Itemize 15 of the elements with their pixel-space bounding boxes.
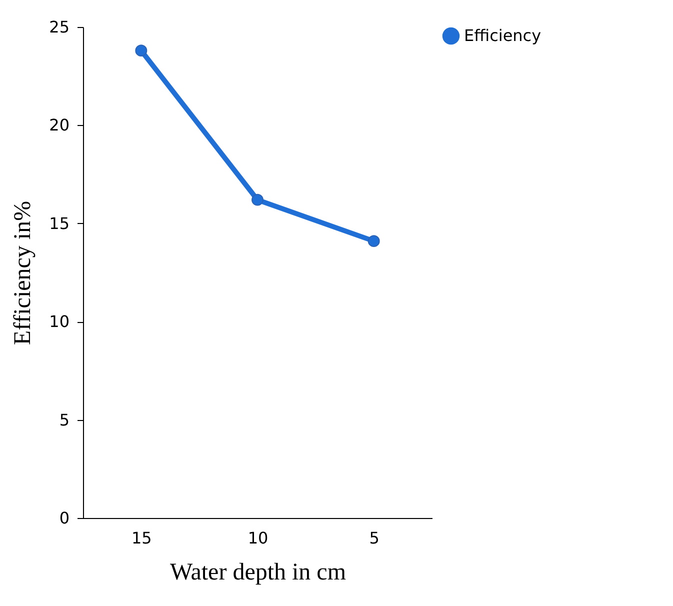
y-tick-label: 20 — [49, 116, 70, 135]
y-tick-label: 10 — [49, 312, 70, 332]
y-axis-title: Efficiency in% — [10, 200, 36, 346]
legend-label: Efficiency — [464, 26, 542, 45]
y-tick-label: 25 — [49, 18, 70, 36]
point — [252, 194, 264, 206]
point — [368, 235, 380, 248]
y-tick-label: 0 — [59, 508, 70, 528]
x-tick-label: 15 — [131, 528, 152, 548]
y-tick-label: 5 — [59, 410, 70, 430]
x-tick-label: 5 — [369, 528, 380, 548]
point — [135, 44, 148, 57]
x-axis-title: Water depth in cm — [170, 560, 346, 586]
x-tick-label: 10 — [248, 528, 268, 548]
y-tick-label: 15 — [49, 214, 70, 233]
